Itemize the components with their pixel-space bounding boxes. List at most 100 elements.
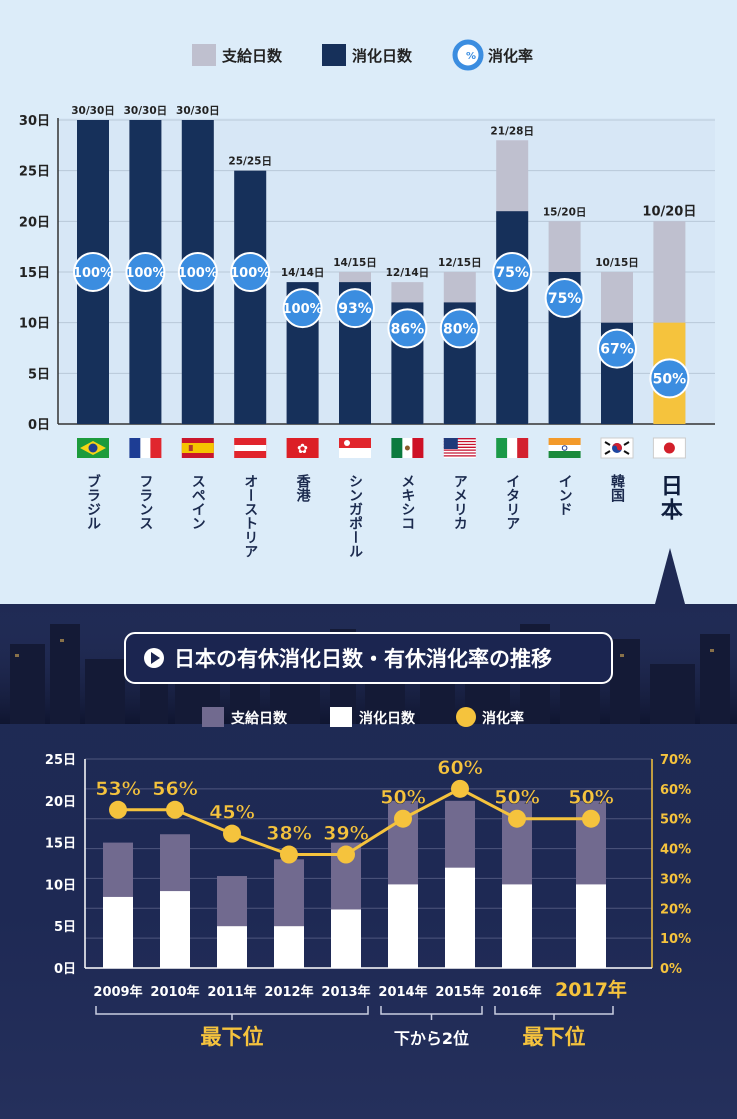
flag-stripe: [496, 438, 508, 458]
flag-canton: [443, 438, 458, 449]
flag-stripe: [443, 450, 476, 453]
top-bar-value-label: 10/20日: [642, 204, 696, 219]
bottom-bar-used: [502, 884, 532, 968]
top-y-tick-label: 30日: [19, 114, 50, 129]
top-rate-label: 67%: [600, 342, 634, 358]
flag-stripe: [443, 449, 476, 451]
flag-stripe: [548, 445, 581, 451]
top-y-tick-label: 0日: [28, 418, 50, 433]
flag-stripe: [443, 443, 476, 446]
mexico-flag-icon: [391, 438, 424, 458]
korea-flag-icon: [600, 437, 634, 459]
bottom-bar-used: [576, 884, 606, 968]
legend1-supply-label: 支給日数: [221, 47, 283, 65]
bottom-y2-tick-label: 50%: [660, 813, 691, 828]
top-rate-label: 100%: [125, 266, 165, 281]
bottom-y-tick-label: 15日: [45, 837, 76, 852]
flag-stripe: [443, 448, 476, 450]
rate-point: [451, 779, 469, 798]
pointer-triangle: [655, 548, 685, 604]
flag-stripe: [443, 446, 476, 448]
top-rate-circle: [282, 288, 323, 329]
bottom-bar-used: [331, 909, 361, 968]
flag-stripe: [391, 438, 403, 458]
group-bracket: [380, 1006, 483, 1015]
italy-flag-icon: [496, 438, 529, 458]
top-bar-value-label: 10/15日: [595, 257, 639, 269]
flag-stripe: [412, 438, 424, 458]
top-category-label: イタリア: [504, 474, 520, 530]
rate-data-label: 50%: [494, 787, 539, 809]
top-bar-value-label: 14/14日: [281, 267, 325, 279]
bottom-bar-used: [217, 926, 247, 968]
flag-stripe: [443, 440, 476, 443]
flag-stripe: [140, 438, 151, 458]
top-bar-value-label: 15/20日: [543, 206, 587, 218]
legend1-rate-icon: [452, 39, 484, 71]
bottom-y2-tick-label: 70%: [660, 753, 691, 768]
rate-point: [280, 845, 298, 864]
top-rate-circle: [492, 252, 533, 292]
flag-stripe: [443, 455, 476, 457]
flag-stripe: [443, 453, 476, 456]
legend2-rate-swatch: [456, 707, 476, 727]
top-bar-value-label: 14/15日: [333, 257, 377, 269]
group-label: 下から2位: [394, 1029, 469, 1048]
bottom-bar-used: [274, 926, 304, 968]
flag-stripe: [548, 438, 581, 445]
bottom-x-tick-label: 2009年: [93, 984, 142, 1000]
legend2-rate-label: 消化率: [482, 710, 524, 727]
flag-stripe: [181, 443, 214, 453]
top-rate-label: 100%: [283, 302, 323, 317]
legend1-supply-swatch: [192, 44, 216, 66]
top-rate-circle: [230, 252, 271, 292]
japan-flag-icon: [652, 437, 686, 459]
top-y-tick-label: 5日: [28, 367, 50, 382]
top-rate-label: 50%: [653, 371, 687, 387]
bottom-x-tick-label: 2017年: [555, 978, 627, 1001]
rate-point: [166, 800, 184, 819]
rate-data-label: 53%: [95, 778, 140, 800]
bottom-y-tick-label: 0日: [54, 962, 76, 977]
legend1-used-swatch: [322, 44, 346, 66]
top-bar-value-label: 12/14日: [386, 267, 430, 279]
bottom-y-tick-label: 20日: [45, 795, 76, 810]
bottom-y-tick-label: 5日: [54, 920, 76, 935]
top-rate-circle: [73, 252, 113, 292]
bottom-x-tick-label: 2011年: [207, 984, 256, 1000]
flag-emblem: [404, 445, 410, 451]
top-rate-circle: [544, 278, 585, 318]
top-bar-value-label: 25/25日: [228, 156, 272, 168]
brazil-flag-icon: [77, 438, 109, 458]
rate-data-label: 45%: [209, 802, 254, 824]
top-bar-value-label: 30/30日: [124, 105, 168, 117]
top-rate-label: 75%: [548, 291, 582, 307]
top-category-label: メキシコ: [399, 474, 415, 530]
flag-stripe: [129, 438, 141, 458]
hongkong-flag-icon: ✿: [286, 438, 319, 458]
rate-data-label: 56%: [152, 778, 197, 800]
bottom-x-tick-label: 2016年: [492, 984, 541, 1000]
top-category-label: ブラジル: [85, 473, 101, 530]
city-skyline: [0, 604, 737, 724]
top-bar-used: [234, 170, 267, 424]
bottom-y2-tick-label: 0%: [660, 962, 682, 977]
top-rate-label: 93%: [338, 301, 372, 317]
legend1-rate-label: 消化率: [488, 47, 533, 65]
bottom-x-tick-label: 2012年: [264, 984, 313, 1000]
top-rate-label: 75%: [495, 265, 529, 281]
top-y-tick-label: 10日: [19, 317, 50, 332]
flag-stripe: [443, 445, 476, 447]
rate-point: [223, 824, 241, 843]
rate-point: [337, 845, 355, 864]
top-y-tick-label: 15日: [19, 266, 50, 281]
flag-moon: [344, 440, 350, 446]
flag-taegeuk-red: [612, 443, 622, 451]
top-category-label: オーストリア: [242, 474, 258, 558]
top-rate-circle: [439, 308, 480, 349]
flag-stripe: [443, 442, 476, 444]
flag-stripe: [339, 438, 371, 448]
group-label: 最下位: [523, 1025, 586, 1049]
group-label: 最下位: [201, 1025, 264, 1049]
